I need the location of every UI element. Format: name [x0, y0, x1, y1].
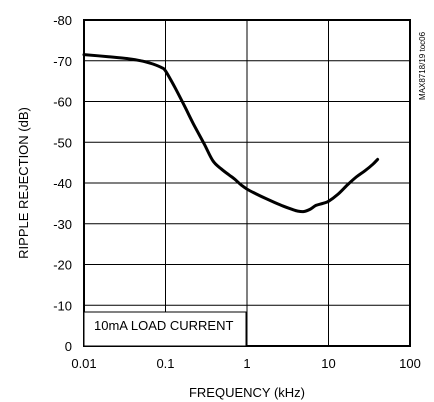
y-tick-label: -20	[53, 258, 72, 273]
series-layer	[82, 53, 380, 214]
figure-id-label: MAX8718/19 toc06	[418, 31, 427, 100]
grid	[84, 20, 410, 346]
y-tick-label: -30	[53, 217, 72, 232]
x-tick-label: 0.1	[156, 356, 174, 371]
y-tick-label: -10	[53, 298, 72, 313]
plot-frame	[83, 19, 411, 347]
y-tick-label: -60	[53, 95, 72, 110]
y-tick-label: -40	[53, 176, 72, 191]
y-tick-label: -50	[53, 135, 72, 150]
x-tick-labels: 0.01 0.1 1 10 100	[71, 356, 421, 371]
x-axis-label: FREQUENCY (kHz)	[189, 385, 305, 400]
y-tick-labels: 0 -10 -20 -30 -40 -50 -60 -70 -80	[53, 13, 72, 354]
y-axis-label: RIPPLE REJECTION (dB)	[16, 107, 31, 259]
y-tick-label: -80	[53, 13, 72, 28]
series-line	[82, 53, 380, 214]
y-tick-label: 0	[65, 339, 72, 354]
x-tick-label: 100	[399, 356, 421, 371]
x-tick-label: 0.01	[71, 356, 96, 371]
x-tick-label: 10	[321, 356, 335, 371]
annotation-box	[83, 311, 247, 347]
y-tick-label: -70	[53, 54, 72, 69]
x-tick-label: 1	[243, 356, 250, 371]
annotation-label: 10mA LOAD CURRENT	[94, 318, 233, 333]
